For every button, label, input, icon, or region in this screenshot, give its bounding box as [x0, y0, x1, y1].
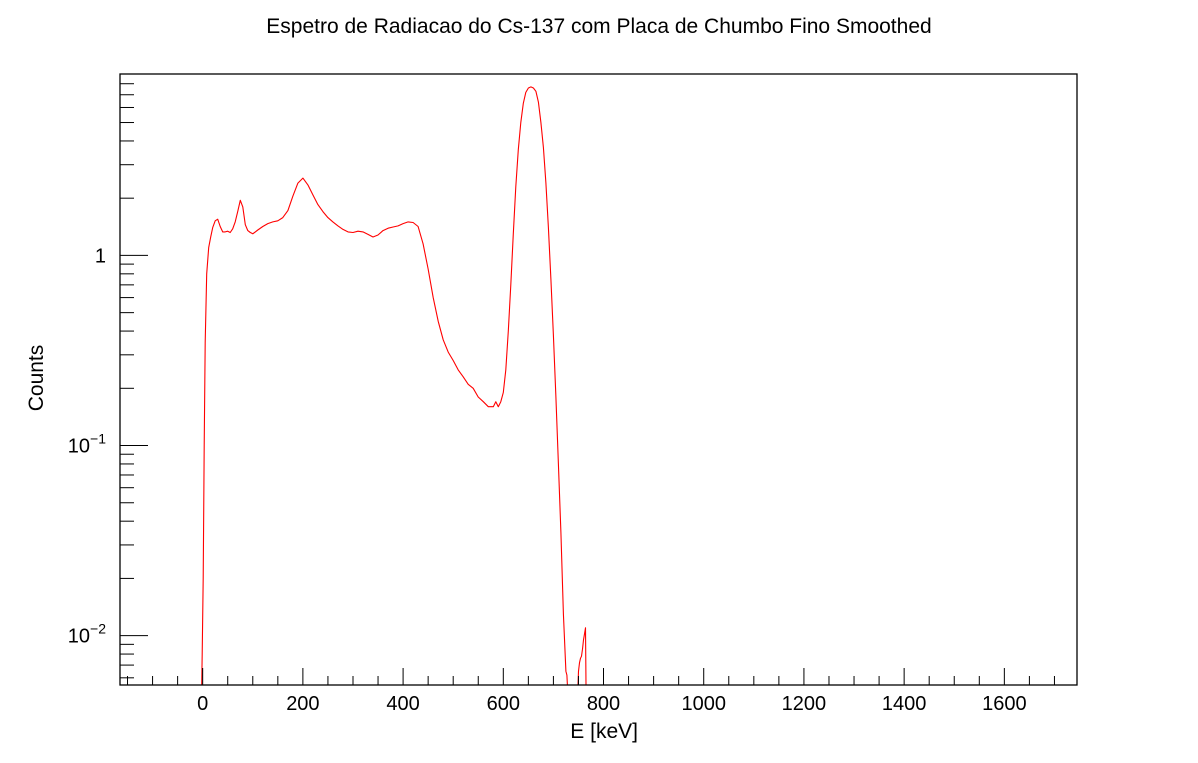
x-tick-label: 1200: [782, 693, 827, 715]
y-tick-label: 10−2: [68, 621, 106, 648]
spectrum-series-1: [201, 86, 568, 686]
chart-title: Espetro de Radiacao do Cs-137 com Placa …: [266, 15, 931, 38]
x-tick-label: 200: [286, 693, 319, 715]
x-tick-label: 800: [587, 693, 620, 715]
y-axis: 10−210−11: [68, 73, 148, 679]
x-tick-label: 400: [386, 693, 419, 715]
y-tick-base: 10: [68, 436, 90, 458]
y-tick-label: 10−1: [68, 431, 106, 458]
x-axis-label: E [keV]: [570, 720, 638, 743]
plot-frame: [119, 73, 1078, 686]
y-tick-exponent: −1: [90, 431, 106, 447]
x-tick-label: 1000: [681, 693, 726, 715]
plot-lines: [201, 86, 587, 686]
y-tick-base: 10: [68, 626, 90, 648]
y-axis-label: Counts: [25, 345, 48, 412]
spectrum-series-2: [577, 627, 587, 686]
x-tick-label: 0: [197, 693, 208, 715]
x-tick-label: 1600: [982, 693, 1027, 715]
y-tick-base: 1: [95, 245, 106, 267]
y-tick-exponent: −2: [90, 621, 106, 637]
x-axis: 0 200 400 600 800 1000 1200 1400 1600: [127, 668, 1055, 715]
x-tick-label: 600: [487, 693, 520, 715]
x-tick-label: 1400: [882, 693, 927, 715]
y-tick-label: 1: [95, 245, 106, 267]
